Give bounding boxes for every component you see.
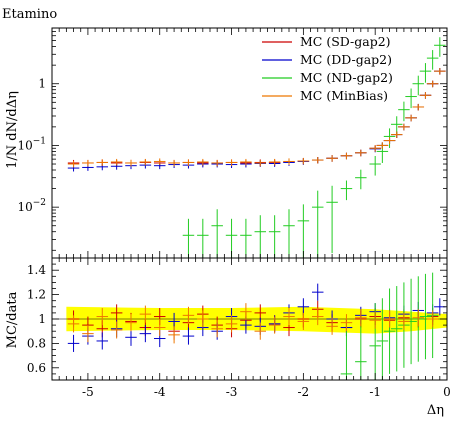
uncertainty-band	[66, 306, 447, 334]
ratio-y-tick-label: 1.2	[27, 288, 46, 302]
legend: MC (SD-gap2) MC (DD-gap2) MC (ND-gap2) MC (…	[262, 34, 393, 103]
legend-label: MC (ND-gap2)	[300, 70, 393, 85]
x-tick-label: -3	[226, 385, 238, 399]
ratio-y-tick-label: 1	[38, 312, 46, 326]
ratio-series-mc-nd-gap2-	[340, 272, 439, 380]
ratio-y-tick-label: 0.8	[27, 336, 46, 350]
y-tick-label: 10−1	[17, 136, 46, 152]
legend-label: MC (SD-gap2)	[300, 34, 391, 49]
ratio-plot-ticks: 0.6 0.8 1 1.2 1.4 -5 -4 -3 -2 -1 0	[27, 257, 451, 399]
x-tick-label: -2	[298, 385, 310, 399]
series-mc-minbias-	[67, 68, 446, 168]
ratio-ylabel: MC/data	[5, 291, 20, 348]
xlabel: Δη	[427, 403, 444, 418]
legend-label: MC (MinBias)	[300, 88, 388, 103]
ratio-plot-data	[67, 272, 446, 380]
x-tick-label: -5	[82, 385, 94, 399]
ratio-y-tick-label: 1.4	[27, 263, 46, 277]
chart-title: Etamino	[2, 7, 57, 22]
y-tick-label: 10−2	[17, 198, 46, 214]
x-tick-label: -4	[154, 385, 166, 399]
main-plot-data	[67, 37, 446, 258]
uncertainty-band-layer	[52, 306, 447, 334]
top-ylabel: 1/N dN/dΔη	[5, 91, 20, 169]
ratio-y-tick-label: 0.6	[27, 361, 46, 375]
x-tick-label: 0	[443, 385, 451, 399]
x-tick-label: -1	[369, 385, 381, 399]
y-tick-label: 1	[38, 77, 46, 91]
legend-label: MC (DD-gap2)	[300, 52, 392, 67]
ratio-series-mc-minbias-	[67, 303, 439, 344]
